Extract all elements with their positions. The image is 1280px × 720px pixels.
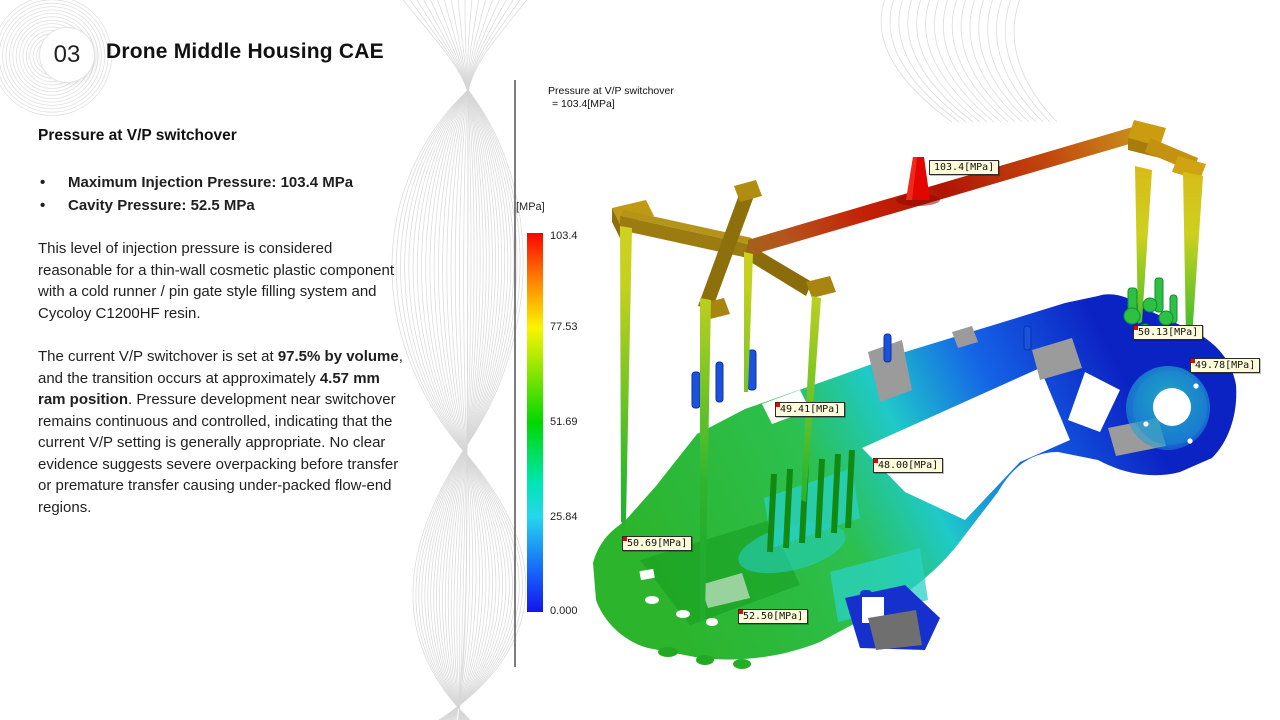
probe-dot bbox=[623, 537, 627, 541]
bullet-list: • Maximum Injection Pressure: 103.4 MPa … bbox=[38, 172, 410, 216]
colorbar-tick: 25.84 bbox=[550, 511, 578, 523]
slide-number-badge: 03 bbox=[40, 28, 94, 82]
slide-number: 03 bbox=[53, 41, 81, 68]
probe-dot bbox=[776, 403, 780, 407]
cae-annotation: Pressure at V/P switchover = 103.4[MPa] bbox=[548, 85, 674, 111]
cae-annotation-line1: Pressure at V/P switchover bbox=[548, 85, 674, 97]
probe-label: 50.13[MPa] bbox=[1133, 325, 1204, 340]
bullet-marker: • bbox=[40, 174, 46, 191]
probe-dot bbox=[874, 459, 878, 463]
probe-dot bbox=[1134, 326, 1138, 330]
probe-label: 49.78[MPa] bbox=[1190, 358, 1261, 373]
colorbar-tick: 0.000 bbox=[550, 605, 578, 617]
probe-label: 52.50[MPa] bbox=[738, 609, 809, 624]
cae-annotation-line2: = 103.4[MPa] bbox=[552, 98, 615, 110]
bullet-text: Maximum Injection Pressure: 103.4 MPa bbox=[68, 174, 354, 191]
probe-dot bbox=[1191, 359, 1195, 363]
probe-label: 48.00[MPa] bbox=[873, 458, 944, 473]
colorbar-tick: 103.4 bbox=[550, 230, 578, 242]
bullet-marker: • bbox=[40, 196, 46, 214]
list-item: • Cavity Pressure: 52.5 MPa bbox=[38, 195, 410, 217]
panel-heading: Pressure at V/P switchover bbox=[38, 127, 237, 144]
page-title: Drone Middle Housing CAE bbox=[106, 40, 384, 63]
colorbar-tick: 77.53 bbox=[550, 321, 578, 333]
legend-unit-label: [MPa] bbox=[516, 201, 545, 213]
vertical-divider bbox=[514, 80, 516, 667]
text-panel: Pressure at V/P switchover • Maximum Inj… bbox=[38, 126, 410, 540]
colorbar-tick: 51.69 bbox=[550, 416, 578, 428]
paragraph-2: The current V/P switchover is set at 97.… bbox=[38, 348, 403, 516]
probe-label: 49.41[MPa] bbox=[775, 402, 846, 417]
pressure-colorbar bbox=[527, 233, 543, 612]
bullet-text: Cavity Pressure: 52.5 MPa bbox=[68, 196, 255, 214]
probe-dot bbox=[739, 610, 743, 614]
paragraph-1: This level of injection pressure is cons… bbox=[38, 240, 395, 322]
list-item: • Maximum Injection Pressure: 103.4 MPa bbox=[38, 172, 410, 194]
cae-3d-model bbox=[593, 120, 1237, 669]
probe-label: 103.4[MPa] bbox=[929, 160, 1000, 175]
probe-label: 50.69[MPa] bbox=[622, 536, 693, 551]
